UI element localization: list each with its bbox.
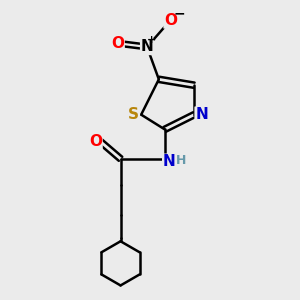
Text: N: N — [163, 154, 175, 169]
Text: S: S — [128, 107, 139, 122]
Text: O: O — [164, 13, 177, 28]
Text: O: O — [111, 37, 124, 52]
Text: −: − — [174, 6, 185, 20]
Text: O: O — [89, 134, 102, 149]
Text: H: H — [176, 154, 186, 167]
Text: N: N — [195, 107, 208, 122]
Text: +: + — [147, 34, 156, 45]
Text: N: N — [141, 39, 153, 54]
